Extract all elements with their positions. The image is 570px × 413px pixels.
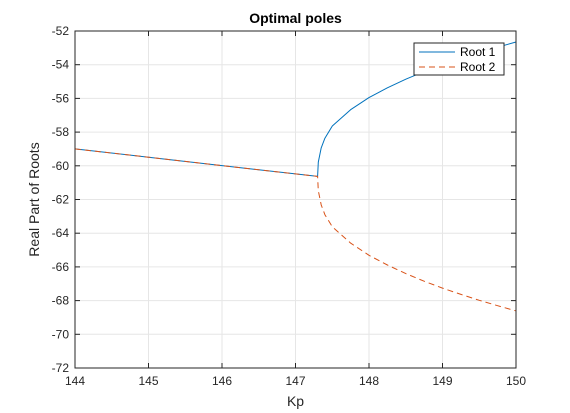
- x-tick-label: 150: [506, 374, 526, 388]
- y-tick-label: -56: [52, 91, 70, 105]
- chart-title: Optimal poles: [249, 10, 342, 26]
- y-tick-label: -64: [52, 226, 70, 240]
- y-tick-label: -66: [52, 260, 70, 274]
- plot-area: 144 145 146 147 148 149 150 -72 -70 -68 -66 -64 -62…: [52, 24, 527, 388]
- legend-box: [413, 42, 505, 76]
- x-axis-label: Kp: [287, 393, 304, 409]
- x-tick-label: 146: [212, 374, 232, 388]
- y-tick-label: -52: [52, 24, 70, 38]
- y-tick-label: -54: [52, 58, 70, 72]
- y-tick-label: -72: [52, 361, 70, 375]
- y-tick-label: -68: [52, 294, 70, 308]
- x-tick-label: 149: [432, 374, 452, 388]
- y-axis-label: Real Part of Roots: [26, 142, 42, 256]
- x-tick-label: 148: [359, 374, 379, 388]
- x-tick-label: 145: [138, 374, 158, 388]
- y-axis-ticks: -72 -70 -68 -66 -64 -62 -60 -58 -56 -54 -52: [52, 24, 516, 375]
- y-tick-label: -58: [52, 125, 70, 139]
- legend-label-2: Root 2: [460, 60, 496, 74]
- legend-label-1: Root 1: [460, 45, 496, 59]
- y-tick-label: -60: [52, 159, 70, 173]
- x-tick-label: 147: [285, 374, 305, 388]
- x-tick-label: 144: [65, 374, 85, 388]
- y-tick-label: -62: [52, 193, 70, 207]
- x-axis-ticks: 144 145 146 147 148 149 150: [65, 31, 526, 388]
- series-line-2: [74, 148, 517, 312]
- y-tick-label: -70: [52, 327, 70, 341]
